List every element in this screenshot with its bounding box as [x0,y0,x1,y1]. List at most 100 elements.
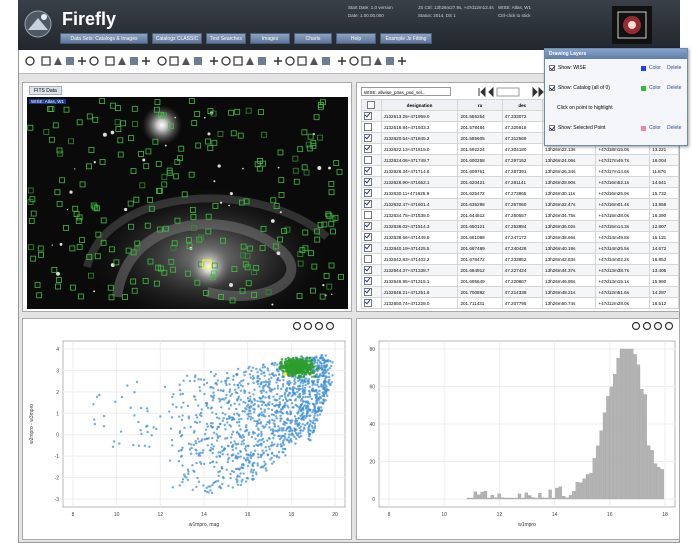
tool-icon[interactable] [322,57,330,65]
icon-shape [298,57,306,65]
checkbox[interactable] [364,189,372,197]
menu-button[interactable]: Example Js Fitting [380,33,432,44]
column-header[interactable]: ra [458,100,502,111]
checkbox[interactable] [364,233,372,241]
tool-icon[interactable] [66,57,74,65]
menu-button[interactable]: Images [250,33,290,44]
plot-tool[interactable] [633,323,640,330]
color-link[interactable]: Color [649,125,661,131]
tool-icon[interactable] [118,57,126,65]
tool-icon[interactable] [398,57,406,65]
tab[interactable]: FITS Data [29,86,62,95]
tool-icon[interactable] [222,57,230,65]
column-header[interactable]: dec [502,100,542,111]
plot-tool[interactable] [305,323,312,330]
plot-tool[interactable] [294,323,301,330]
checkbox[interactable] [549,65,555,71]
table-row[interactable]: J132642.83+471402.2201.67847247.23395213… [362,254,679,265]
tool-icon[interactable] [78,57,86,65]
checkbox[interactable] [364,222,372,230]
tool-icon[interactable] [170,57,178,65]
thumbnail[interactable] [612,6,652,44]
tool-icon[interactable] [158,57,166,65]
plot-tool[interactable] [327,323,334,330]
column-header[interactable]: designation [381,100,458,111]
menu-button[interactable]: Data Sets: Catalogs & Images [60,33,148,44]
checkbox[interactable] [364,134,372,142]
table-row[interactable]: J132646.95+471315.1201.69564947.22086713… [362,276,679,287]
fits-image[interactable] [27,97,348,309]
tool-icon[interactable] [42,57,50,65]
checkbox[interactable] [364,277,372,285]
checkbox[interactable] [364,211,372,219]
tool-icon[interactable] [142,57,150,65]
checkbox[interactable] [364,167,372,175]
table-row[interactable]: J132640.19+471425.5201.66748947.24042813… [362,243,679,254]
tool-icon[interactable] [286,57,294,65]
checkbox[interactable] [364,178,372,186]
tool-icon[interactable] [210,57,218,65]
table-row[interactable]: J132644.37+471338.7201.68491247.22742413… [362,265,679,276]
tool-icon[interactable] [362,57,370,65]
tool-icon[interactable] [130,57,138,65]
point [252,393,254,395]
color-link[interactable]: Color [649,65,661,71]
color-link[interactable]: Color [649,85,661,91]
point [248,415,250,417]
checkbox[interactable] [364,244,372,252]
table-row[interactable]: J132626.34+471714.6201.60976147.28739113… [362,166,679,177]
tool-icon[interactable] [258,57,266,65]
checkbox[interactable] [364,112,372,120]
menu-button[interactable]: Help [336,33,376,44]
tool-icon[interactable] [350,57,358,65]
menu-button[interactable]: Catalogs CLASSIC [152,33,202,44]
point [260,397,262,399]
tool-icon[interactable] [310,57,318,65]
checkbox[interactable] [364,123,372,131]
checkbox[interactable] [364,299,372,307]
checkbox[interactable] [364,145,372,153]
table-select[interactable]: WISE: allwise_p3as_psd_sel... [361,87,451,96]
tool-icon[interactable] [246,57,254,65]
checkbox[interactable] [364,266,372,274]
tool-icon[interactable] [338,57,346,65]
delete-link[interactable]: Delete [667,65,681,71]
icon-shape [258,57,266,65]
plot-tool[interactable] [316,323,323,330]
menu-button[interactable]: Charts [294,33,332,44]
checkbox[interactable] [549,125,555,131]
plot-tool[interactable] [655,323,662,330]
menu-button[interactable]: Test Searches [206,33,246,44]
delete-link[interactable]: Delete [667,85,681,91]
checkbox[interactable] [364,288,372,296]
checkbox[interactable] [367,101,375,109]
tool-icon[interactable] [274,57,282,65]
checkbox[interactable] [364,255,372,263]
table-row[interactable]: J132630.11+471625.9201.62547247.27386513… [362,188,679,199]
tool-icon[interactable] [90,57,98,65]
plot-tool[interactable] [666,323,673,330]
tool-icon[interactable] [374,57,382,65]
tool-icon[interactable] [194,57,202,65]
table-row[interactable]: J132638.66+471449.8201.66109847.24717213… [362,232,679,243]
tool-icon[interactable] [386,57,394,65]
plot-tool[interactable] [644,323,651,330]
tool-icon[interactable] [298,57,306,65]
table-row[interactable]: J132624.06+471749.7201.60025847.29715213… [362,155,679,166]
tool-icon[interactable] [106,57,114,65]
checkbox[interactable] [549,85,555,91]
point [262,452,264,454]
checkbox[interactable] [364,200,372,208]
table-row[interactable]: J132636.02+471514.3201.65012147.25398413… [362,221,679,232]
checkbox[interactable] [364,156,372,164]
tool-icon[interactable] [26,57,34,65]
tool-icon[interactable] [234,57,242,65]
tool-icon[interactable] [54,57,62,65]
table-row[interactable]: J132632.47+471601.4201.63529847.26706013… [362,199,679,210]
delete-link[interactable]: Delete [667,125,681,131]
tool-icon[interactable] [182,57,190,65]
